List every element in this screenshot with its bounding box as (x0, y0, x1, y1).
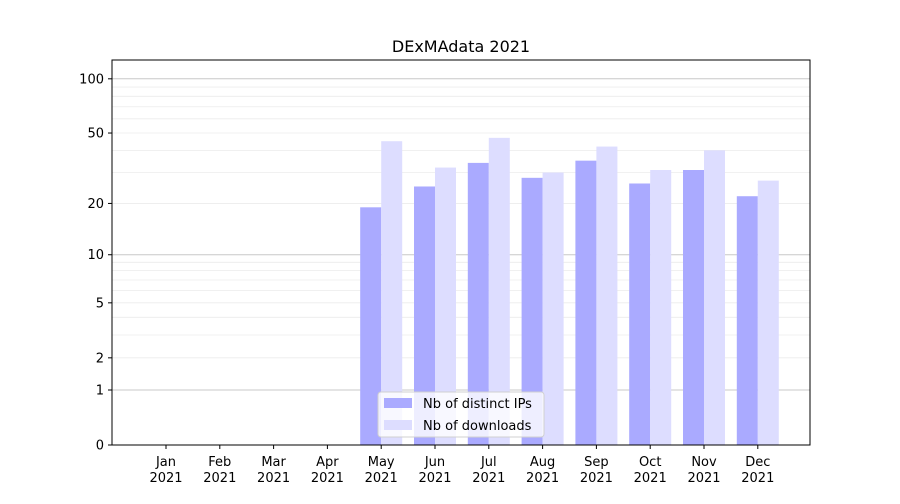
x-tick-label: Mar 2021 (257, 455, 290, 486)
bar-distinct-ips (736, 196, 758, 445)
plot-frame (111, 59, 811, 446)
legend: Nb of distinct IPs Nb of downloads (377, 391, 545, 438)
bar-downloads (704, 150, 725, 445)
legend-label: Nb of distinct IPs (423, 397, 532, 412)
x-tick-label: Aug 2021 (526, 455, 559, 486)
bar-distinct-ips (683, 170, 704, 445)
y-tick-label: 100 (79, 72, 104, 87)
x-axis: Jan 2021 Feb 2021 Mar 2021 Apr 2021 May 2021 Jun 20… (149, 445, 774, 486)
bar-downloads (488, 137, 510, 445)
bar-distinct-ips (575, 160, 597, 446)
bar-downloads (435, 167, 456, 445)
bar-distinct-ips (414, 186, 435, 445)
legend-swatch (384, 398, 412, 408)
y-tick-label: 1 (96, 384, 104, 399)
x-tick-label: Jul 2021 (472, 455, 505, 486)
bar-distinct-ips (360, 207, 382, 445)
x-tick-label: Feb 2021 (203, 455, 236, 486)
y-tick-label: 20 (87, 197, 104, 212)
x-tick-label: Jun 2021 (418, 455, 451, 486)
legend-swatch (384, 420, 412, 430)
bars (360, 137, 779, 446)
bar-downloads (757, 180, 779, 445)
x-tick-label: Dec 2021 (741, 455, 774, 486)
bar-distinct-ips (467, 162, 489, 445)
x-tick-label: Nov 2021 (687, 455, 720, 486)
x-tick-label: May 2021 (365, 455, 398, 486)
x-tick-label: Apr 2021 (311, 455, 344, 486)
bar-downloads (650, 170, 672, 445)
x-tick-label: Jan 2021 (149, 455, 182, 486)
y-tick-label: 5 (96, 296, 104, 311)
chart-title: DExMAdata 2021 (392, 37, 530, 56)
x-tick-label: Oct 2021 (634, 455, 667, 486)
bar-distinct-ips (521, 177, 543, 445)
y-tick-label: 50 (87, 127, 104, 142)
bar-distinct-ips (629, 183, 651, 445)
y-tick-label: 2 (96, 351, 104, 366)
x-tick-label: Sep 2021 (580, 455, 613, 486)
bar-downloads (542, 172, 564, 446)
bar-downloads (381, 141, 403, 445)
y-tick-label: 0 (96, 439, 104, 454)
grid (112, 78, 810, 391)
bar-downloads (596, 146, 618, 445)
legend-box (377, 391, 545, 438)
y-axis: 0 1 2 5 10 20 50 100 (79, 72, 112, 454)
y-tick-label: 10 (87, 248, 104, 263)
legend-label: Nb of downloads (423, 419, 532, 434)
